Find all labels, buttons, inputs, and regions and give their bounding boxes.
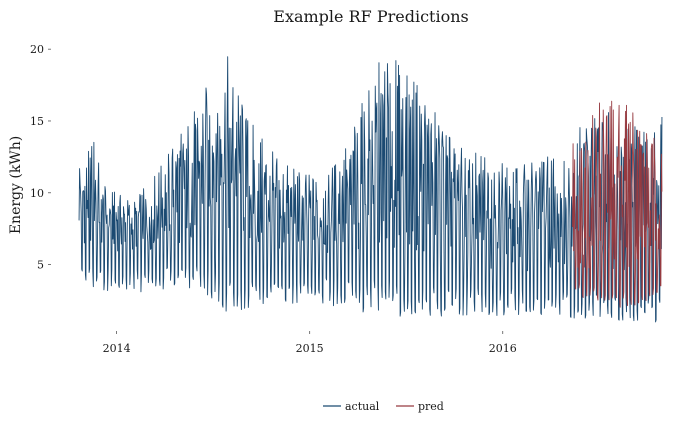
y-axis: 5 10 15 20 [30, 43, 51, 272]
x-tick-label: 2014 [103, 342, 131, 355]
chart-title: Example RF Predictions [273, 7, 468, 26]
legend-label-actual: actual [345, 400, 380, 413]
x-axis: 2014 2015 2016 [103, 331, 517, 355]
legend: actual pred [323, 400, 444, 413]
y-tick-label: 15 [30, 115, 44, 128]
y-tick-label: 20 [30, 43, 44, 56]
series-line-pred [572, 100, 663, 308]
x-tick-label: 2016 [489, 342, 517, 355]
x-tick-label: 2015 [296, 342, 324, 355]
y-tick-label: 10 [30, 187, 44, 200]
series-line-actual [78, 56, 663, 323]
legend-label-pred: pred [418, 400, 444, 413]
plot-area [78, 56, 663, 323]
y-tick-label: 5 [37, 259, 44, 272]
y-axis-label: Energy (kWh) [8, 136, 24, 234]
